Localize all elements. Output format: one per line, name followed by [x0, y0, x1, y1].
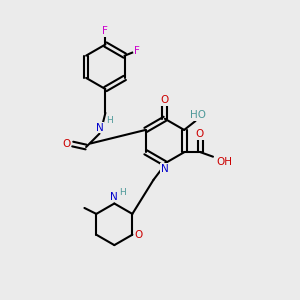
Text: O: O — [135, 230, 143, 240]
Text: N: N — [161, 164, 169, 174]
Text: O: O — [63, 139, 71, 149]
Text: H: H — [119, 188, 126, 197]
Text: F: F — [103, 26, 108, 36]
Text: HO: HO — [190, 110, 206, 120]
Text: N: N — [110, 192, 118, 202]
Text: N: N — [96, 123, 103, 133]
Text: F: F — [134, 46, 140, 56]
Text: O: O — [196, 129, 204, 140]
Text: OH: OH — [217, 157, 233, 167]
Text: H: H — [106, 116, 113, 125]
Text: O: O — [161, 95, 169, 105]
